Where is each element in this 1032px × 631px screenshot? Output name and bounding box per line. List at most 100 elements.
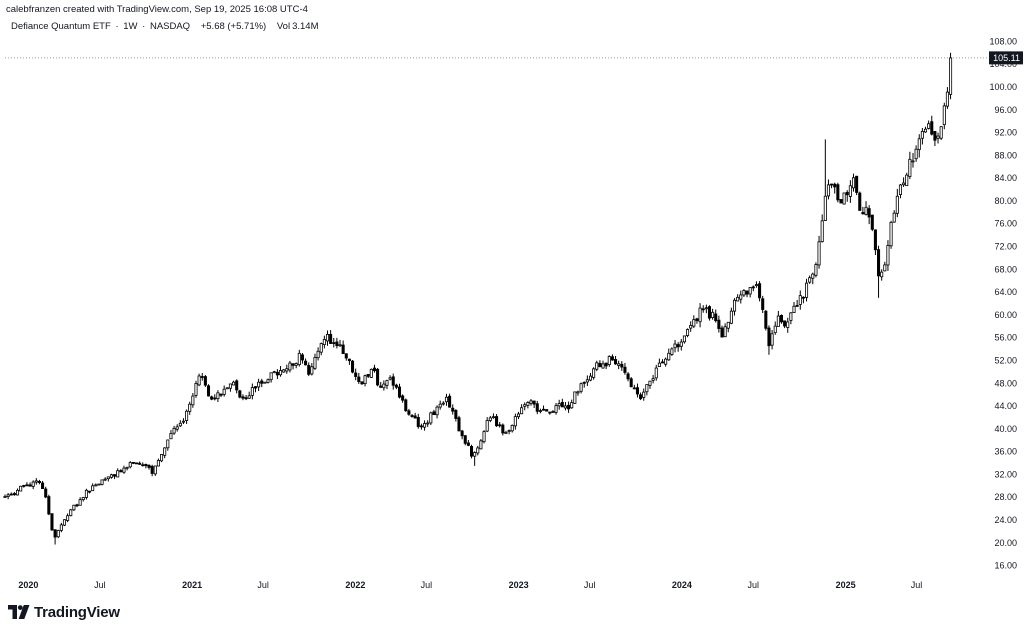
candle bbox=[770, 330, 774, 350]
candle bbox=[103, 477, 107, 482]
candle bbox=[62, 519, 67, 527]
candle bbox=[278, 366, 283, 377]
candle bbox=[9, 492, 13, 496]
candle bbox=[930, 115, 934, 136]
candle bbox=[570, 399, 574, 409]
price-tick-label: 100.00 bbox=[989, 82, 1017, 92]
candle bbox=[889, 220, 893, 249]
price-tick-label: 24.00 bbox=[994, 515, 1017, 525]
candle bbox=[59, 522, 63, 533]
candle bbox=[69, 508, 73, 517]
candle bbox=[779, 314, 784, 324]
candle bbox=[563, 401, 567, 411]
candle bbox=[91, 483, 95, 492]
candle bbox=[516, 411, 521, 420]
candle bbox=[923, 126, 928, 133]
candle bbox=[366, 374, 370, 378]
candle bbox=[635, 383, 639, 398]
candle bbox=[673, 339, 677, 353]
candle bbox=[567, 401, 571, 413]
candle bbox=[692, 315, 696, 329]
price-tick-label: 44.00 bbox=[994, 401, 1017, 411]
candle bbox=[817, 235, 821, 269]
candle bbox=[867, 205, 871, 225]
candle bbox=[573, 391, 577, 404]
candle bbox=[720, 325, 724, 338]
candle bbox=[263, 381, 267, 384]
candle bbox=[717, 315, 721, 333]
candle bbox=[404, 398, 408, 412]
candle bbox=[116, 468, 120, 478]
candle bbox=[554, 402, 558, 415]
candle bbox=[128, 461, 132, 469]
candle bbox=[454, 409, 458, 422]
candle bbox=[892, 210, 896, 223]
candle bbox=[623, 362, 627, 375]
candle bbox=[376, 368, 380, 387]
last-price-tag: 105.11 bbox=[989, 51, 1023, 65]
candle bbox=[426, 420, 430, 427]
tradingview-logo-icon bbox=[8, 605, 30, 619]
candle bbox=[739, 290, 743, 304]
candle bbox=[28, 482, 32, 487]
candle bbox=[319, 342, 323, 356]
time-tick-label: Jul bbox=[421, 580, 433, 590]
candle bbox=[529, 399, 533, 406]
candle bbox=[689, 321, 693, 332]
candle bbox=[163, 447, 167, 459]
candle bbox=[776, 310, 780, 327]
candle bbox=[798, 290, 802, 310]
candle bbox=[898, 183, 902, 199]
time-tick-label: Jul bbox=[257, 580, 269, 590]
candle bbox=[444, 393, 448, 406]
candle bbox=[419, 423, 423, 430]
candle bbox=[410, 414, 414, 418]
price-axis[interactable]: 16.00 20.00 24.00 28.00 32.00 36.00 40.00 44.00… bbox=[989, 36, 1017, 570]
candle bbox=[877, 245, 881, 298]
candle bbox=[391, 373, 395, 390]
candle bbox=[748, 287, 752, 298]
candle bbox=[66, 513, 70, 523]
time-axis[interactable]: 2020 Jul 2021 Jul 2022 Jul 2023 Jul 2024 Jul 2025 J… bbox=[18, 580, 922, 590]
candle bbox=[438, 400, 442, 410]
candle bbox=[401, 394, 405, 403]
candle bbox=[34, 478, 38, 485]
candle bbox=[138, 461, 142, 465]
candle bbox=[335, 337, 339, 349]
candle bbox=[914, 145, 918, 162]
candle bbox=[676, 342, 680, 352]
candle bbox=[463, 434, 467, 446]
candle bbox=[870, 214, 874, 232]
tradingview-brand[interactable]: TradingView bbox=[8, 603, 120, 621]
candle bbox=[842, 192, 846, 205]
candle bbox=[185, 409, 189, 424]
chart-credit: calebfranzen created with TradingView.co… bbox=[6, 4, 308, 15]
candle bbox=[457, 415, 461, 432]
candle bbox=[88, 490, 92, 494]
candle bbox=[310, 363, 314, 376]
candle bbox=[260, 378, 264, 388]
candle bbox=[125, 466, 129, 471]
candle bbox=[172, 425, 176, 435]
candle bbox=[902, 177, 906, 187]
candle bbox=[191, 392, 195, 408]
price-tick-label: 96.00 bbox=[994, 105, 1017, 115]
candle bbox=[942, 102, 946, 130]
candle bbox=[244, 394, 248, 401]
candle bbox=[232, 380, 236, 386]
price-tick-label: 68.00 bbox=[994, 264, 1017, 274]
candle bbox=[732, 298, 737, 316]
time-tick-label: Jul bbox=[94, 580, 106, 590]
symbol-legend[interactable]: Defiance Quantum ETF · 1W · NASDAQ +5.68… bbox=[11, 21, 320, 32]
candle bbox=[197, 373, 201, 387]
candle bbox=[861, 206, 865, 215]
candle bbox=[253, 386, 258, 393]
price-change: +5.68 (+5.71%) bbox=[200, 21, 267, 32]
candle bbox=[526, 401, 530, 409]
candle bbox=[682, 335, 686, 344]
candle bbox=[654, 364, 658, 381]
candle bbox=[617, 360, 621, 370]
candle bbox=[491, 413, 495, 419]
price-tick-label: 20.00 bbox=[994, 538, 1017, 548]
